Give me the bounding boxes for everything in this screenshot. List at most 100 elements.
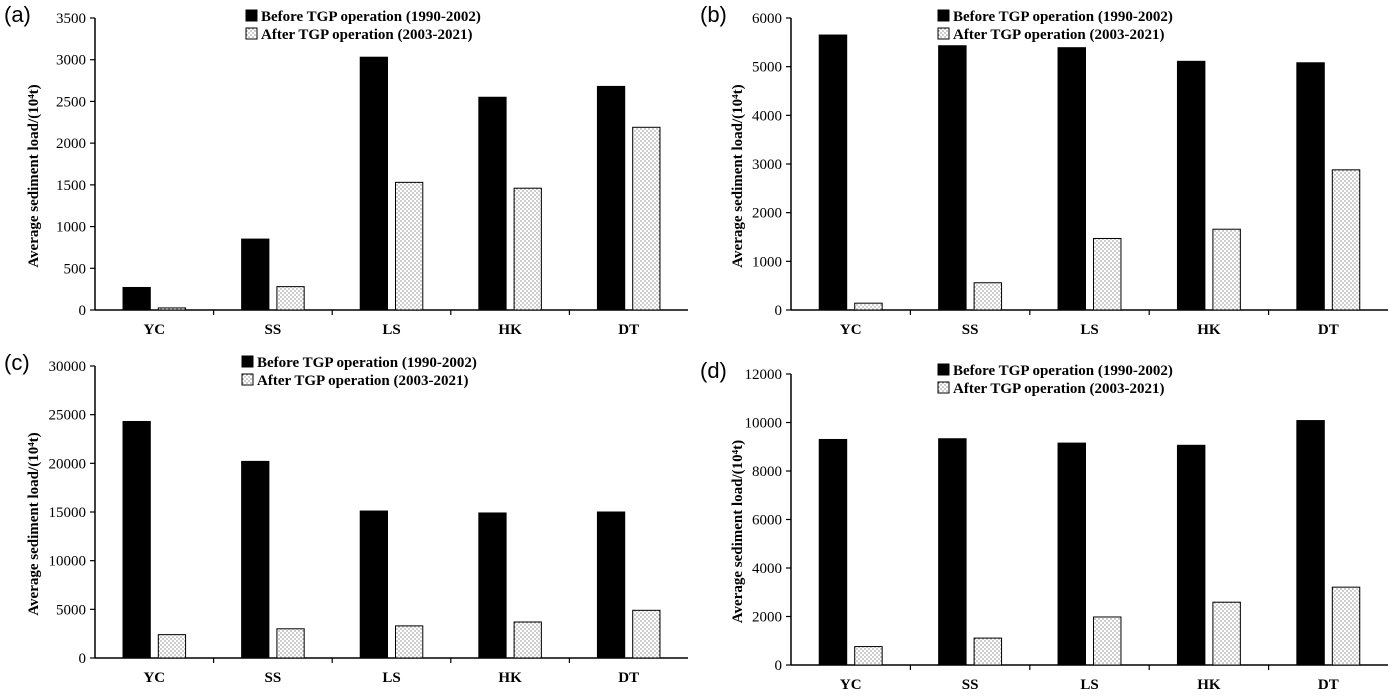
x-category-label: YC	[143, 670, 165, 686]
x-category-label: SS	[962, 677, 979, 693]
legend-label: After TGP operation (2003-2021)	[953, 381, 1165, 397]
bar-before-yc	[818, 438, 848, 666]
y-tick-label: 25000	[49, 408, 87, 424]
bar-after-ls	[1093, 616, 1122, 666]
x-category-label: YC	[143, 322, 165, 338]
y-tick-label: 6000	[752, 513, 782, 529]
legend-label: After TGP operation (2003-2021)	[257, 373, 469, 389]
y-tick-label: 3000	[56, 53, 86, 69]
x-category-label: DT	[618, 670, 639, 686]
y-tick-label: 10000	[49, 554, 87, 570]
y-tick-label: 0	[775, 658, 783, 674]
x-category-label: YC	[840, 677, 862, 693]
y-tick-label: 4000	[752, 108, 782, 124]
y-tick-label: 500	[64, 261, 87, 277]
y-tick-label: 2500	[56, 94, 86, 110]
bar-after-ss	[973, 282, 1003, 311]
y-tick-label: 4000	[752, 561, 782, 577]
y-tick-label: 10000	[745, 416, 783, 432]
bar-after-ls	[1093, 237, 1122, 311]
y-tick-label: 0	[775, 303, 783, 319]
bar-before-ls	[359, 56, 388, 311]
bar-after-yc	[854, 302, 883, 311]
bar-before-hk	[478, 512, 507, 659]
bar-before-yc	[122, 286, 151, 311]
x-category-label: SS	[962, 322, 979, 338]
x-category-label: LS	[1080, 677, 1098, 693]
y-axis-label: Average sediment load/(10⁴t)	[26, 84, 42, 267]
bar-before-ls	[1057, 442, 1086, 666]
y-axis-label: Average sediment load/(10⁴t)	[26, 432, 42, 615]
bar-before-ss	[938, 438, 967, 666]
y-tick-label: 0	[79, 651, 87, 667]
x-category-label: DT	[1318, 677, 1339, 693]
x-category-label: LS	[382, 322, 400, 338]
legend-swatch	[241, 373, 254, 386]
bar-after-ss	[276, 628, 305, 659]
y-tick-label: 2000	[752, 206, 782, 222]
bar-after-dt	[1331, 586, 1361, 666]
bar-after-dt	[632, 126, 661, 311]
bar-after-ss	[276, 286, 305, 311]
bar-before-ss	[241, 238, 270, 311]
bar-before-ls	[1057, 47, 1086, 311]
y-axis-label: Average sediment load/(10⁴t)	[730, 440, 746, 623]
legend-label: Before TGP operation (1990-2002)	[953, 363, 1173, 379]
x-category-label: LS	[1080, 322, 1098, 338]
legend-swatch	[937, 363, 950, 376]
y-tick-label: 15000	[49, 505, 87, 521]
y-tick-label: 2000	[56, 136, 86, 152]
legend-swatch	[245, 9, 258, 22]
bar-after-ls	[395, 625, 424, 659]
chart-panel-b: (b) 0 1000 2000 3000 4000 5000 6000 Average sedi…	[700, 2, 1388, 338]
y-tick-label: 1000	[752, 254, 782, 270]
bar-before-hk	[1176, 60, 1206, 311]
bar-after-hk	[513, 187, 542, 311]
bar-before-ss	[938, 45, 967, 311]
legend-label: After TGP operation (2003-2021)	[261, 27, 473, 43]
bar-after-yc	[157, 634, 187, 659]
x-category-label: SS	[265, 670, 282, 686]
bar-before-hk	[1176, 444, 1206, 666]
bar-after-ss	[973, 637, 1003, 666]
bar-after-hk	[1212, 228, 1241, 311]
x-category-label: SS	[265, 322, 282, 338]
y-tick-label: 6000	[752, 11, 782, 27]
y-tick-label: 0	[79, 303, 87, 319]
y-axis-label: Average sediment load/(10⁴t)	[730, 84, 746, 267]
y-tick-label: 12000	[745, 367, 783, 383]
chart-panel-a: (a) 0 500 1000 1500 2000 2500 3000 3500 Average s…	[4, 2, 688, 338]
legend-label: Before TGP operation (1990-2002)	[257, 355, 477, 371]
bar-before-dt	[596, 511, 626, 659]
y-tick-label: 3000	[752, 157, 782, 173]
x-category-label: YC	[840, 322, 862, 338]
panel-label: (a)	[4, 2, 31, 27]
y-tick-label: 30000	[49, 359, 87, 375]
bar-before-hk	[478, 96, 507, 311]
y-tick-label: 1000	[56, 220, 86, 236]
bar-after-ls	[395, 181, 424, 311]
y-tick-label: 5000	[752, 60, 782, 76]
legend-label: Before TGP operation (1990-2002)	[261, 9, 481, 25]
bar-before-dt	[1296, 420, 1325, 666]
panel-label: (c)	[4, 350, 30, 375]
y-tick-label: 2000	[752, 610, 782, 626]
legend-label: Before TGP operation (1990-2002)	[953, 9, 1173, 25]
bar-after-dt	[1331, 169, 1361, 311]
legend-label: After TGP operation (2003-2021)	[953, 27, 1165, 43]
x-category-label: HK	[1197, 677, 1221, 693]
bar-before-yc	[122, 420, 151, 659]
chart-panel-c: (c) 0 5000 10000 15000 20000 25000 30000 Average…	[4, 350, 688, 686]
bar-after-dt	[632, 609, 661, 659]
panel-label: (d)	[700, 358, 727, 383]
bar-before-dt	[1296, 62, 1325, 311]
bar-after-yc	[854, 646, 883, 666]
panel-label: (b)	[700, 2, 727, 27]
y-tick-label: 8000	[752, 464, 782, 480]
x-category-label: HK	[498, 670, 522, 686]
bar-before-ls	[359, 510, 388, 659]
x-category-label: HK	[498, 322, 522, 338]
bar-after-yc	[157, 307, 187, 311]
legend-swatch	[937, 381, 950, 394]
